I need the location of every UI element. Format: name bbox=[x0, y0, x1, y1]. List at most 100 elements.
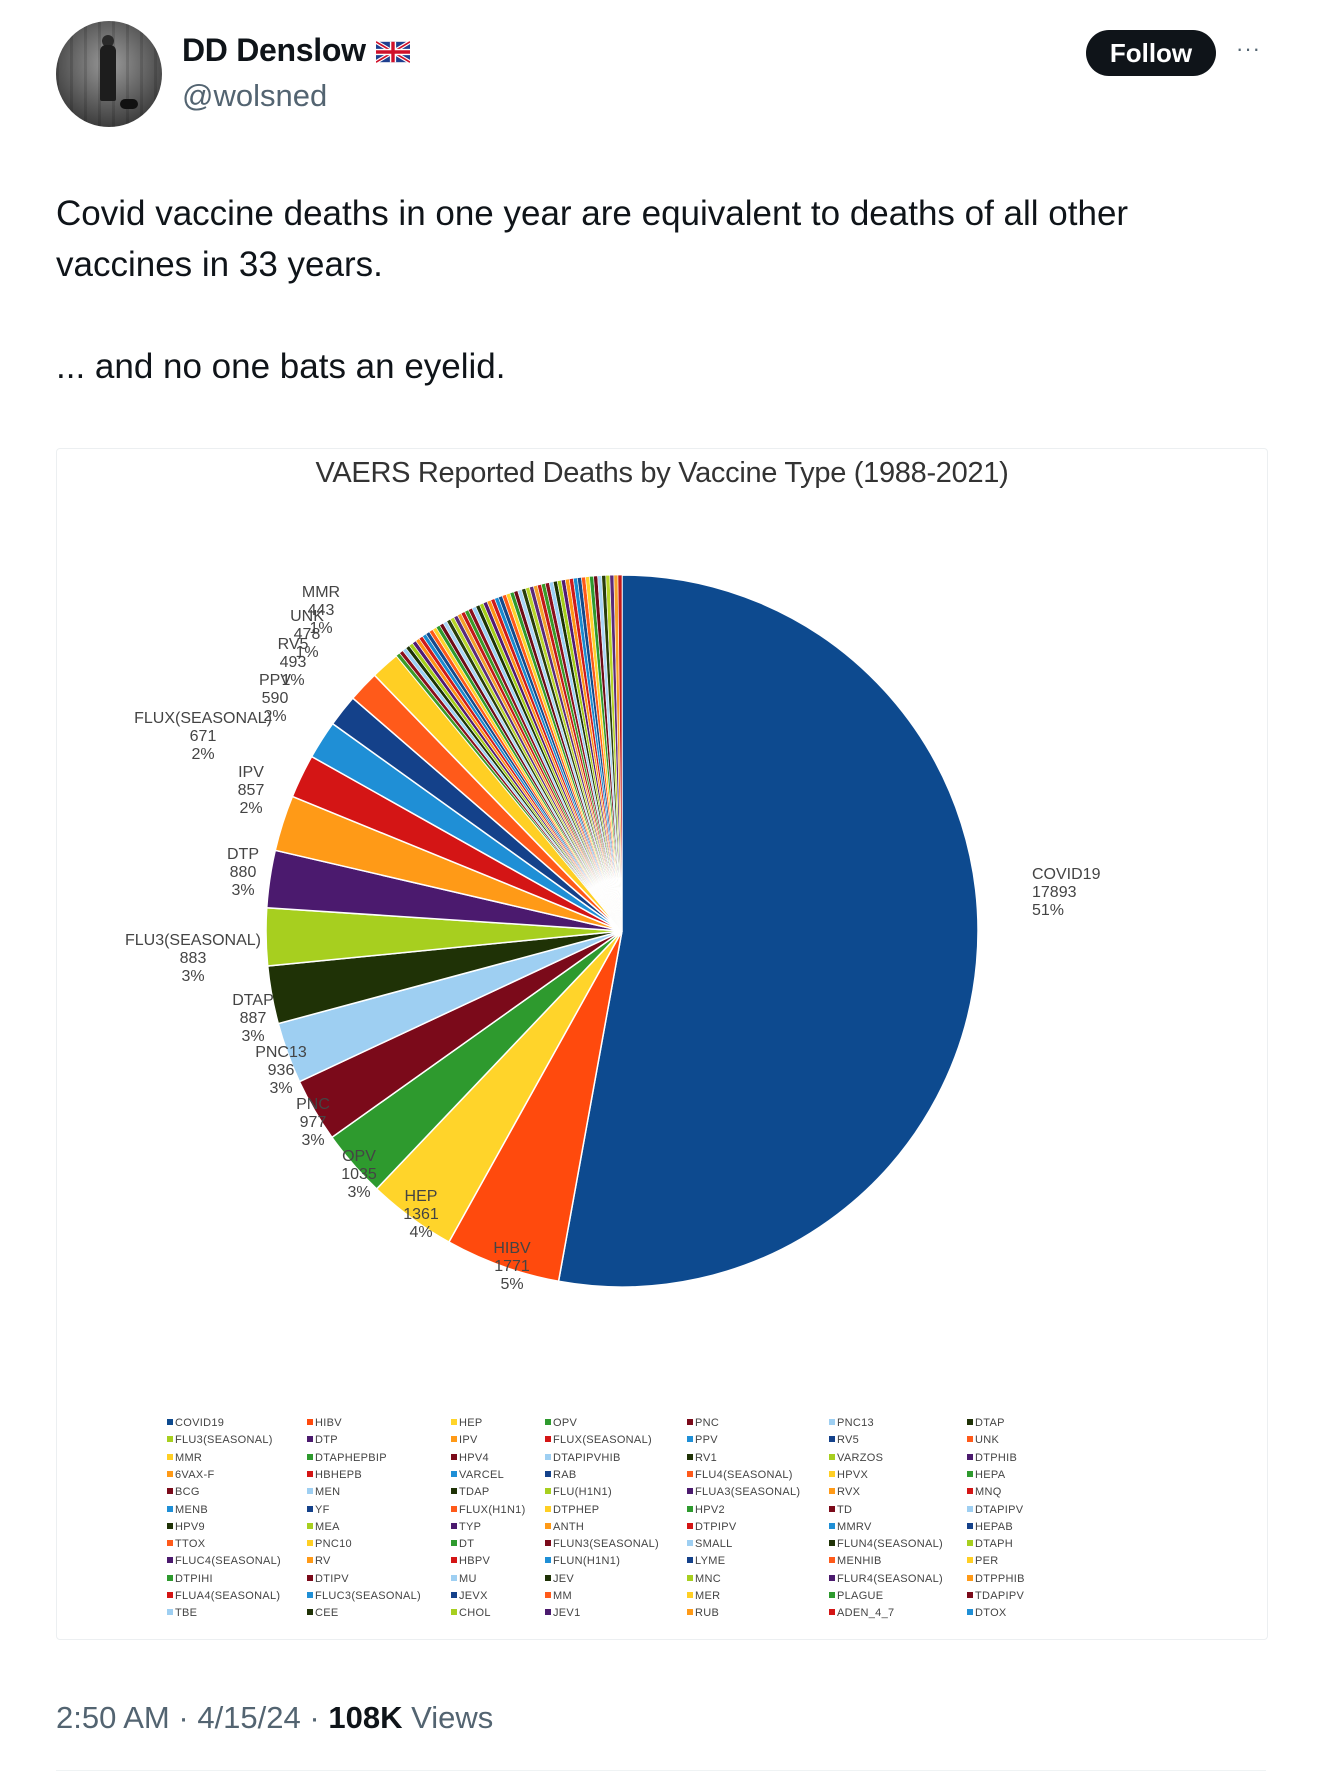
legend-swatch bbox=[967, 1592, 973, 1598]
legend-item: ADEN_4_7 bbox=[829, 1607, 894, 1619]
legend-swatch bbox=[829, 1609, 835, 1616]
legend-swatch bbox=[967, 1574, 973, 1581]
legend-label: DTPHEP bbox=[553, 1503, 600, 1516]
legend-item: MENHIB bbox=[829, 1555, 882, 1567]
legend-swatch bbox=[967, 1522, 973, 1529]
display-name[interactable]: DD Denslow bbox=[182, 32, 410, 69]
tweet-image[interactable]: VAERS Reported Deaths by Vaccine Type (1… bbox=[56, 448, 1268, 1640]
legend-item: OPV bbox=[545, 1417, 577, 1429]
legend-item: HPVX bbox=[829, 1469, 868, 1481]
slice-label: PPV 590 2% bbox=[259, 672, 291, 725]
legend-item: CEE bbox=[307, 1607, 339, 1619]
display-name-text[interactable]: DD Denslow bbox=[182, 32, 366, 68]
legend-swatch bbox=[829, 1488, 835, 1495]
legend-item: FLUN4(SEASONAL) bbox=[829, 1538, 943, 1550]
legend-swatch bbox=[545, 1470, 551, 1477]
legend-swatch bbox=[167, 1574, 173, 1581]
legend-swatch bbox=[545, 1557, 551, 1564]
legend-label: DTAPHEPBIP bbox=[315, 1451, 387, 1464]
legend-swatch bbox=[545, 1419, 551, 1425]
avatar[interactable] bbox=[56, 21, 162, 127]
legend-label: DTAPIPVHIB bbox=[553, 1451, 621, 1464]
legend-label: DTOX bbox=[975, 1607, 1007, 1620]
pie-chart: COVID19 17893 51% HIBV 1771 5% HEP 1361 4% OPV 103… bbox=[125, 574, 1101, 1293]
legend-item: JEVX bbox=[451, 1590, 488, 1602]
tweet-header: DD Denslow @wolsned Follow ··· bbox=[56, 18, 1266, 128]
divider bbox=[56, 1770, 1266, 1771]
legend-swatch bbox=[167, 1522, 173, 1529]
more-options-icon[interactable]: ··· bbox=[1236, 36, 1261, 61]
user-handle[interactable]: @wolsned bbox=[182, 78, 328, 113]
slice-label: PNC 977 3% bbox=[296, 1096, 330, 1149]
legend-label: FLUR4(SEASONAL) bbox=[837, 1572, 943, 1585]
legend-item: IPV bbox=[451, 1434, 478, 1446]
legend-label: FLU(H1N1) bbox=[553, 1486, 612, 1499]
legend-swatch bbox=[167, 1470, 173, 1477]
legend-item: FLUX(H1N1) bbox=[451, 1504, 526, 1516]
legend-label: DTPHIB bbox=[975, 1451, 1018, 1464]
slice-label: DTP 880 3% bbox=[227, 846, 259, 899]
follow-button[interactable]: Follow bbox=[1086, 30, 1216, 76]
legend-label: HPVX bbox=[837, 1468, 869, 1481]
tweet-text: Covid vaccine deaths in one year are equ… bbox=[56, 188, 1256, 392]
legend-label: RUB bbox=[695, 1607, 720, 1620]
legend-label: JEV bbox=[553, 1572, 575, 1585]
legend-label: BCG bbox=[175, 1486, 200, 1499]
legend-swatch bbox=[967, 1488, 973, 1495]
legend-label: DTPPHIB bbox=[975, 1572, 1025, 1585]
legend-swatch bbox=[167, 1592, 173, 1598]
legend-label: FLUX(SEASONAL) bbox=[553, 1434, 652, 1447]
legend-swatch bbox=[451, 1453, 457, 1460]
legend-label: MEN bbox=[315, 1486, 341, 1499]
legend-label: PPV bbox=[695, 1434, 718, 1447]
legend-swatch bbox=[545, 1592, 551, 1598]
legend-swatch bbox=[829, 1557, 835, 1564]
separator: · bbox=[178, 1700, 189, 1735]
legend-label: DTAPH bbox=[975, 1538, 1013, 1551]
legend-label: VARCEL bbox=[459, 1468, 504, 1481]
legend-item: FLUA4(SEASONAL) bbox=[167, 1590, 280, 1602]
legend-label: ADEN_4_7 bbox=[837, 1607, 895, 1620]
legend-label: FLUC4(SEASONAL) bbox=[175, 1555, 281, 1568]
legend-swatch bbox=[687, 1540, 693, 1547]
slice-label: HEP 1361 4% bbox=[403, 1188, 439, 1241]
legend-item: JEV bbox=[545, 1573, 574, 1585]
legend-swatch bbox=[687, 1488, 693, 1495]
slice-label: MMR 443 1% bbox=[302, 584, 340, 637]
slice-label: DTAP 887 3% bbox=[232, 992, 273, 1045]
tweet-time[interactable]: 2:50 AM bbox=[56, 1700, 170, 1735]
legend-label: HEPA bbox=[975, 1468, 1006, 1481]
legend-label: FLUX(H1N1) bbox=[459, 1503, 526, 1516]
legend-item: PPV bbox=[687, 1434, 718, 1446]
legend-label: JEV1 bbox=[553, 1607, 581, 1620]
legend-item: DTPHEP bbox=[545, 1504, 599, 1516]
legend-item: RUB bbox=[687, 1607, 719, 1619]
legend-label: JEVX bbox=[459, 1590, 488, 1602]
legend-label: RV1 bbox=[695, 1451, 718, 1464]
slice-label: HIBV 1771 5% bbox=[493, 1240, 531, 1293]
legend-item: VARZOS bbox=[829, 1452, 883, 1464]
legend-item: MENB bbox=[167, 1504, 208, 1516]
legend-item: DTIPV bbox=[307, 1573, 349, 1585]
legend-item: UNK bbox=[967, 1434, 999, 1446]
legend-item: BCG bbox=[167, 1486, 200, 1498]
legend-item: HEPA bbox=[967, 1469, 1005, 1481]
slice-label: RV5 493 1% bbox=[278, 636, 309, 689]
legend-swatch bbox=[451, 1540, 457, 1547]
legend-swatch bbox=[451, 1470, 457, 1477]
legend-swatch bbox=[451, 1522, 457, 1529]
legend-label: UNK bbox=[975, 1434, 1000, 1447]
legend-item: DTPIHI bbox=[167, 1573, 213, 1585]
legend-item: SMALL bbox=[687, 1538, 733, 1550]
legend-item: DTAPIPVHIB bbox=[545, 1452, 621, 1464]
tweet-date[interactable]: 4/15/24 bbox=[197, 1700, 301, 1735]
chart-title: VAERS Reported Deaths by Vaccine Type (1… bbox=[315, 457, 1009, 489]
legend-item: MMRV bbox=[829, 1521, 872, 1533]
legend-item: 6VAX-F bbox=[167, 1469, 215, 1481]
legend-item: ANTH bbox=[545, 1521, 584, 1533]
legend-item: RV5 bbox=[829, 1434, 859, 1446]
legend-label: MNC bbox=[695, 1572, 721, 1585]
legend-swatch bbox=[687, 1522, 693, 1529]
view-count: 108K bbox=[328, 1700, 403, 1735]
legend-item: HPV4 bbox=[451, 1452, 489, 1464]
